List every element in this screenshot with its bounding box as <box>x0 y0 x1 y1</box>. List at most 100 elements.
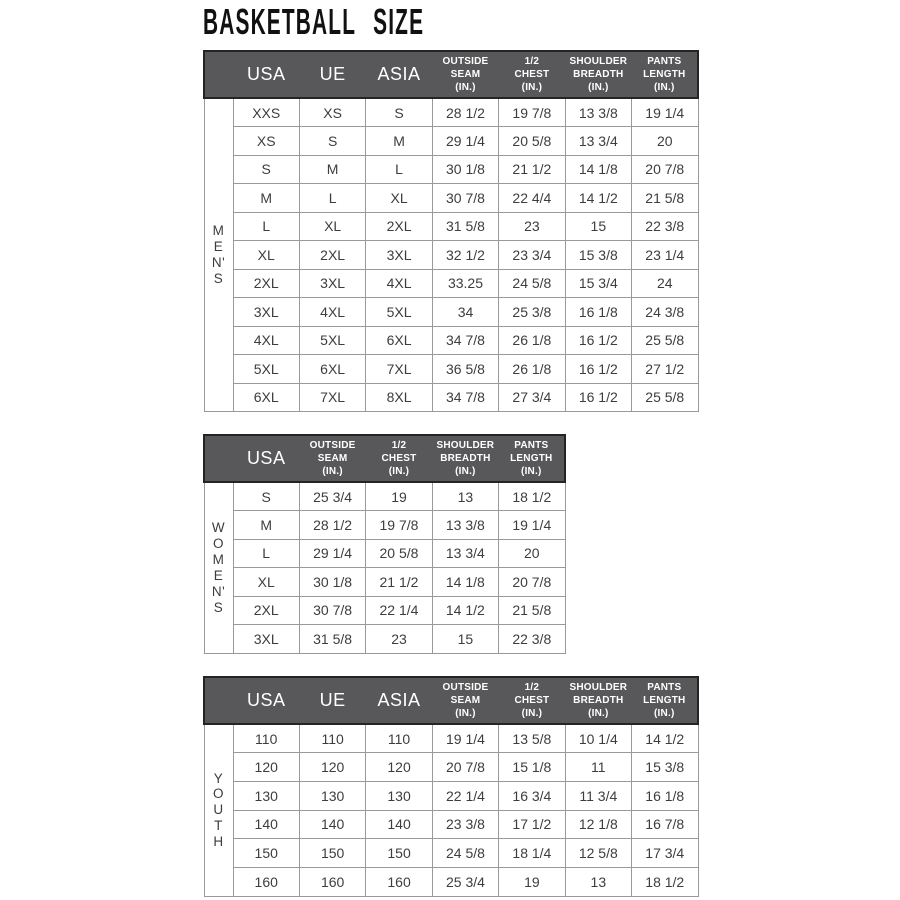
size-cell: 140 <box>232 809 300 840</box>
table-row: 150 150 150 24 5/8 18 1/4 12 5/8 17 3/4 <box>204 838 699 868</box>
size-cell: 17 3/4 <box>631 838 699 868</box>
size-cell: 5XL <box>232 354 300 384</box>
size-cell: L <box>232 538 300 568</box>
size-cell: 5XL <box>365 297 433 327</box>
size-cell: 15 3/8 <box>631 752 699 782</box>
table-row: XL 2XL 3XL 32 1/2 23 3/4 15 3/8 23 1/4 <box>204 240 699 270</box>
size-cell: 130 <box>298 780 367 811</box>
size-cell: 16 1/8 <box>631 780 699 811</box>
size-cell: 31 5/8 <box>431 211 500 241</box>
size-cell: 30 7/8 <box>431 183 500 213</box>
size-cell: 15 3/8 <box>564 240 633 270</box>
size-cell: 20 7/8 <box>498 567 566 597</box>
table-row: 5XL 6XL 7XL 36 5/8 26 1/8 16 1/2 27 1/2 <box>204 354 699 384</box>
size-cell: 32 1/2 <box>431 240 500 270</box>
size-cell: 7XL <box>365 354 433 384</box>
size-cell: 28 1/2 <box>431 97 500 127</box>
column-header: USA <box>233 434 300 483</box>
size-cell: XL <box>232 567 300 597</box>
size-cell: 21 1/2 <box>365 567 433 597</box>
table-row: 3XL 31 5/8 23 15 22 3/8 <box>204 624 566 654</box>
size-cell: 160 <box>232 866 300 897</box>
page-title: BASKETBALL SIZE <box>203 1 425 42</box>
size-cell: S <box>365 97 433 127</box>
header-spacer-cell <box>203 50 233 99</box>
size-cell: 16 1/2 <box>564 325 633 355</box>
size-cell: 20 5/8 <box>498 126 566 156</box>
size-cell: 36 5/8 <box>431 354 500 384</box>
size-cell: 16 1/2 <box>564 382 633 412</box>
size-cell: 18 1/2 <box>631 866 699 897</box>
size-cell: 110 <box>232 723 300 754</box>
size-cell: 26 1/8 <box>498 354 566 384</box>
size-cell: 14 1/2 <box>631 723 699 754</box>
size-cell: 110 <box>298 723 367 754</box>
size-cell: 4XL <box>298 297 367 327</box>
size-cell: 34 7/8 <box>431 382 500 412</box>
table-row: 4XL 5XL 6XL 34 7/8 26 1/8 16 1/2 25 5/8 <box>204 325 699 355</box>
size-cell: 29 1/4 <box>431 126 500 156</box>
size-cell: 21 5/8 <box>631 183 699 213</box>
table-row: W O M E N' S S 25 3/4 19 13 18 1/2 <box>203 481 566 654</box>
size-cell: 25 3/8 <box>498 297 566 327</box>
table-row: XL 30 1/8 21 1/2 14 1/8 20 7/8 <box>204 567 566 597</box>
column-header: PANTS LENGTH (IN.) <box>631 676 700 725</box>
size-cell: 25 3/4 <box>431 866 500 897</box>
table-row: 2XL 30 7/8 22 1/4 14 1/2 21 5/8 <box>204 595 566 625</box>
size-cell: 34 <box>431 297 500 327</box>
size-cell: 22 4/4 <box>498 183 566 213</box>
column-header: OUTSIDE SEAM (IN.) <box>299 434 366 483</box>
column-header: SHOULDER BREADTH (IN.) <box>565 676 632 725</box>
size-cell: 3XL <box>365 240 433 270</box>
size-cell: 2XL <box>298 240 367 270</box>
size-cell: 140 <box>298 809 367 840</box>
table-row: M L XL 30 7/8 22 4/4 14 1/2 21 5/8 <box>204 183 699 213</box>
size-cell: 6XL <box>298 354 367 384</box>
size-cell: L <box>365 154 433 184</box>
column-header: 1/2 CHEST (IN.) <box>498 50 566 99</box>
size-cell: 16 1/8 <box>564 297 633 327</box>
size-cell: 2XL <box>232 595 300 625</box>
size-cell: M <box>365 126 433 156</box>
size-cell: 13 <box>431 481 500 511</box>
header-spacer-cell <box>203 434 233 483</box>
size-cell: 24 3/8 <box>631 297 699 327</box>
size-cell: 150 <box>365 838 433 868</box>
size-cell: 18 1/4 <box>498 838 566 868</box>
header-row: USA OUTSIDE SEAM (IN.) 1/2 CHEST (IN.) SHOU… <box>203 434 567 483</box>
size-cell: 120 <box>298 752 367 782</box>
size-cell: 13 5/8 <box>498 723 566 754</box>
size-cell: 24 <box>631 268 699 298</box>
size-cell: 25 3/4 <box>298 481 367 511</box>
size-cell: 7XL <box>298 382 367 412</box>
size-cell: 20 <box>498 538 566 568</box>
table-row: 130 130 130 22 1/4 16 3/4 11 3/4 16 1/8 <box>204 780 699 811</box>
size-cell: S <box>298 126 367 156</box>
column-header: OUTSIDE SEAM (IN.) <box>432 676 499 725</box>
size-cell: 30 1/8 <box>431 154 500 184</box>
column-header: USA <box>233 50 300 99</box>
size-cell: 11 <box>564 752 633 782</box>
size-cell: 21 5/8 <box>498 595 566 625</box>
size-cell: 13 3/8 <box>564 97 633 127</box>
size-cell: 120 <box>365 752 433 782</box>
size-cell: 4XL <box>232 325 300 355</box>
table-row: 140 140 140 23 3/8 17 1/2 12 1/8 16 7/8 <box>204 809 699 840</box>
size-cell: 15 <box>564 211 633 241</box>
size-cell: 15 3/4 <box>564 268 633 298</box>
size-cell: 14 1/2 <box>564 183 633 213</box>
table-row: 6XL 7XL 8XL 34 7/8 27 3/4 16 1/2 25 5/8 <box>204 382 699 412</box>
size-cell: 25 5/8 <box>631 325 699 355</box>
size-cell: 25 5/8 <box>631 382 699 412</box>
size-cell: M <box>232 510 300 540</box>
size-cell: 24 5/8 <box>498 268 566 298</box>
column-header: OUTSIDE SEAM (IN.) <box>432 50 499 99</box>
size-cell: 160 <box>365 866 433 897</box>
mens-group-label: M E N' S <box>203 97 234 412</box>
size-cell: XL <box>298 211 367 241</box>
size-cell: 24 5/8 <box>431 838 500 868</box>
table-row: 120 120 120 20 7/8 15 1/8 11 15 3/8 <box>204 752 699 782</box>
size-cell: 16 3/4 <box>498 780 566 811</box>
table-row: M 28 1/2 19 7/8 13 3/8 19 1/4 <box>204 510 566 540</box>
